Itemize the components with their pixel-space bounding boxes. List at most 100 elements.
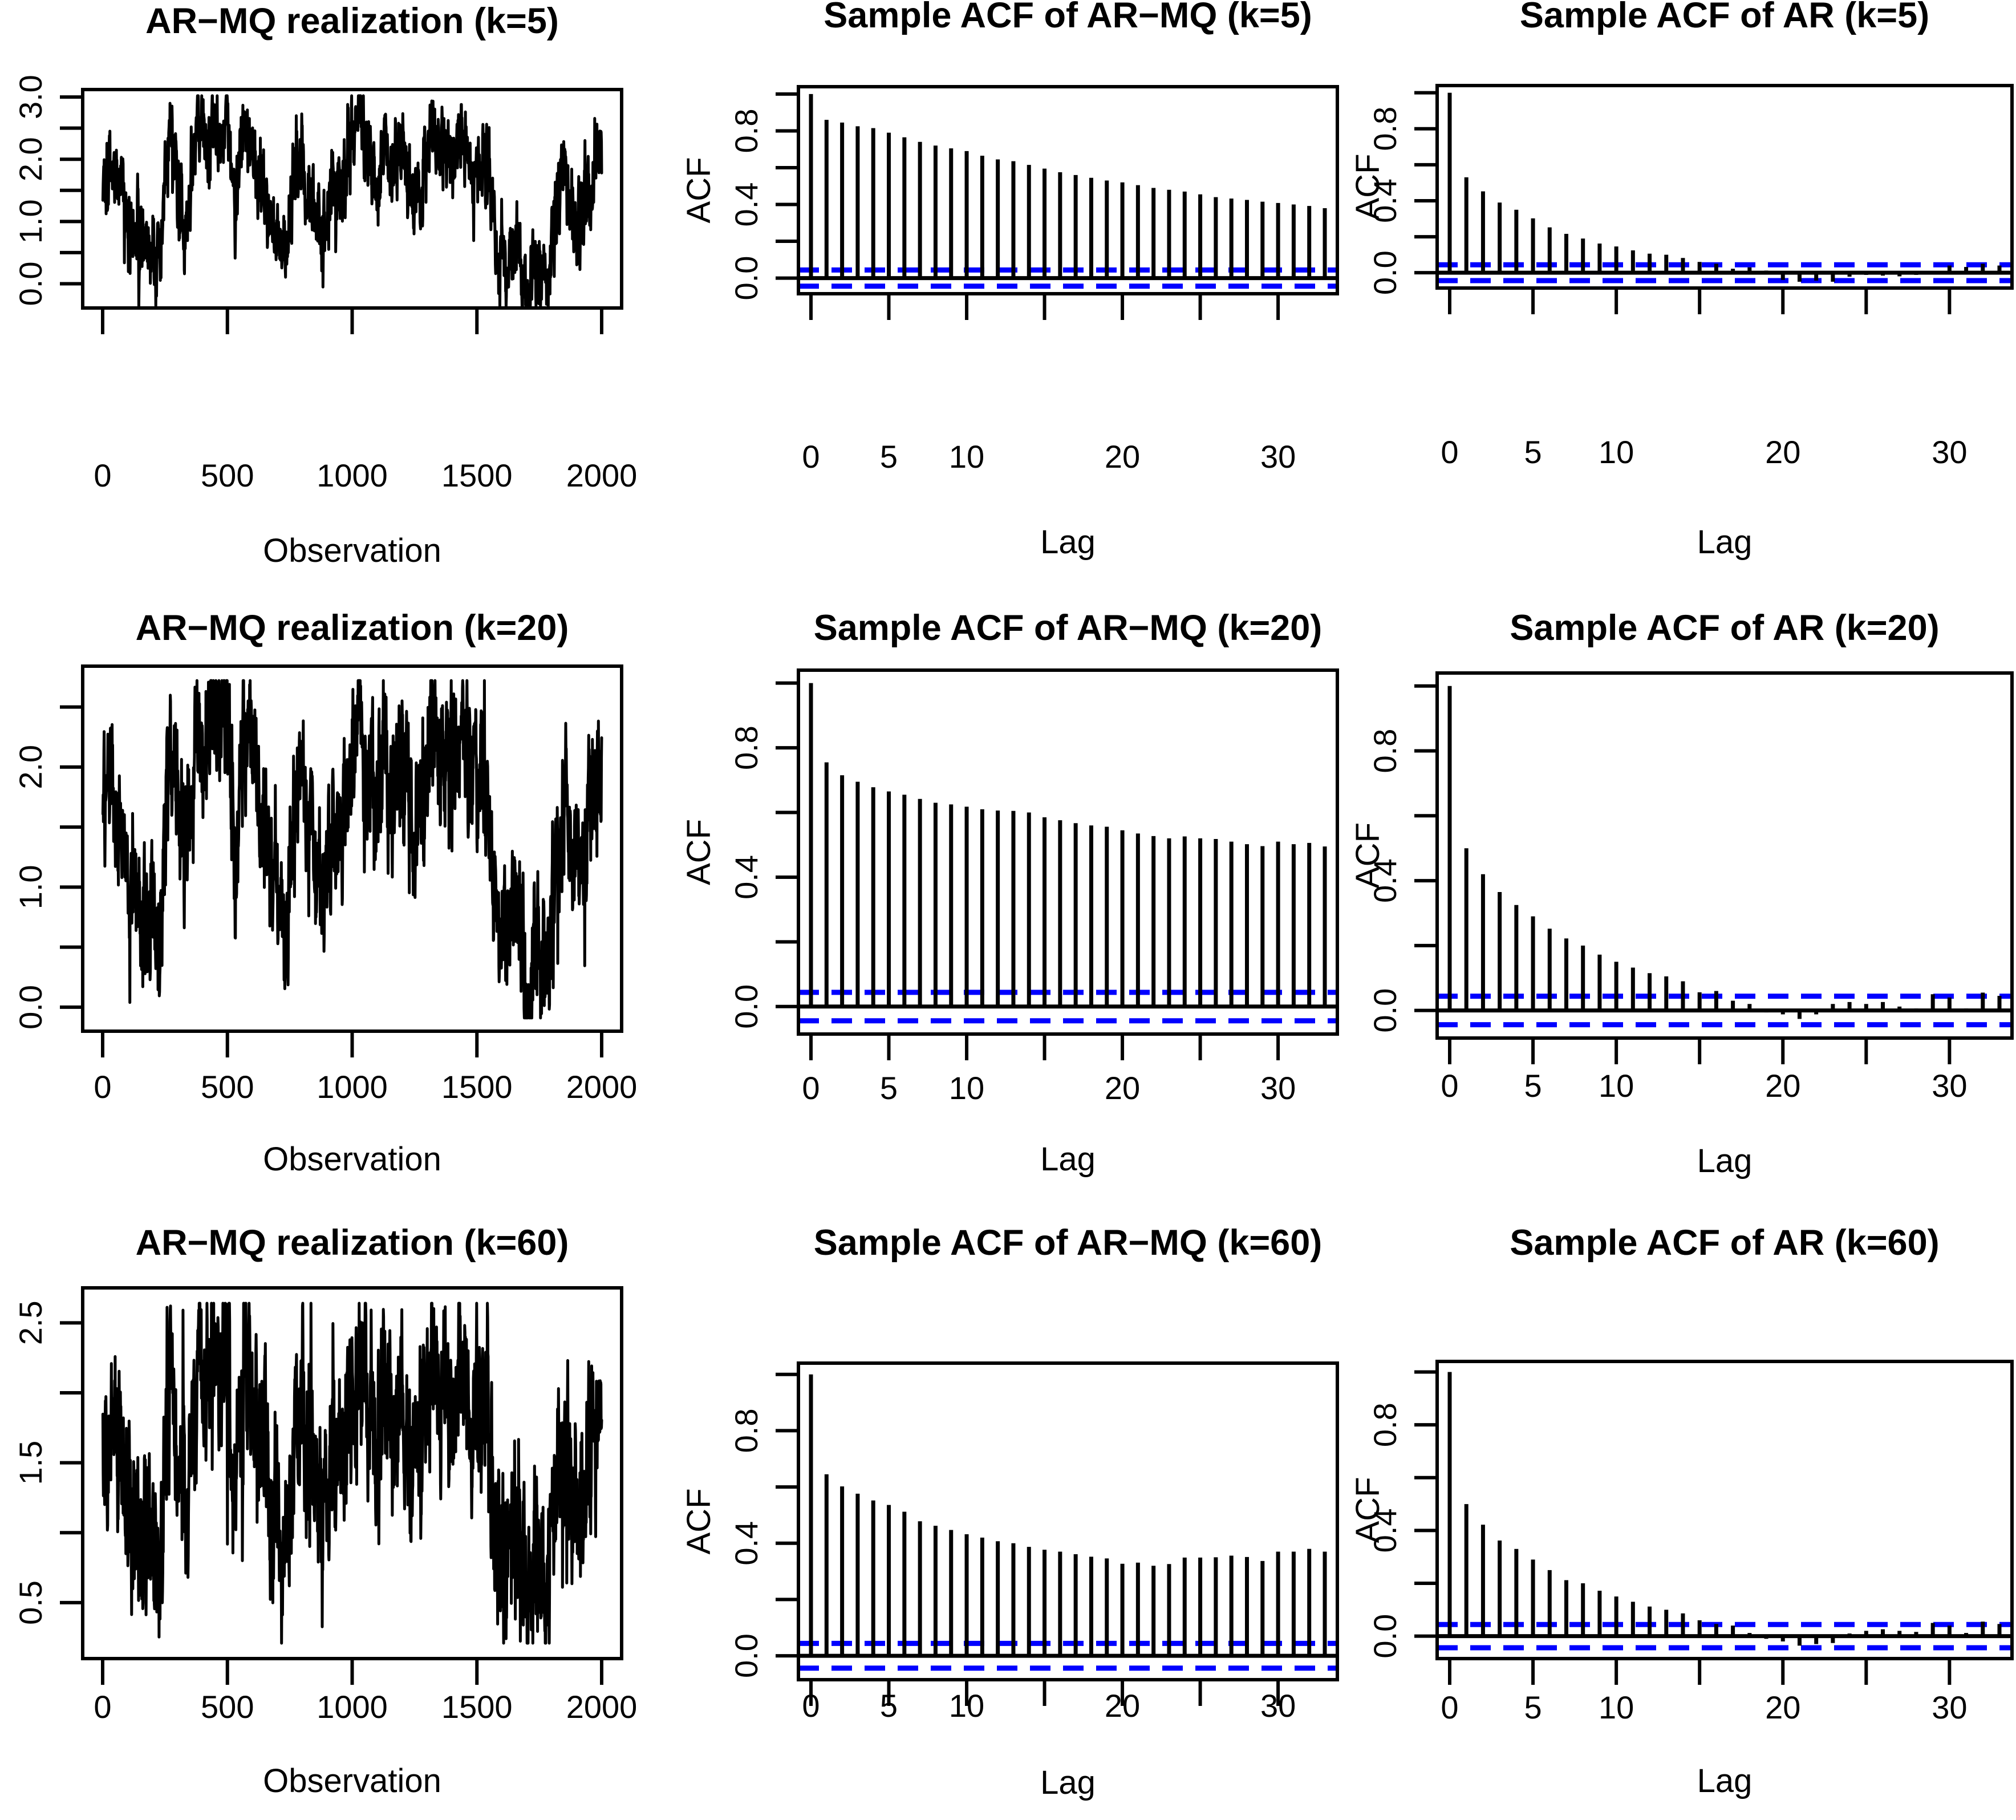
- x-axis-label: Lag: [1697, 1142, 1753, 1179]
- x-axis-label: Lag: [1040, 1764, 1096, 1801]
- x-tick-label: 0: [1441, 1068, 1458, 1104]
- panel-title: Sample ACF of AR (k=20): [1510, 608, 1939, 648]
- panel-title: AR−MQ realization (k=20): [136, 608, 569, 648]
- x-tick-label: 0: [94, 1069, 111, 1105]
- x-tick-label: 20: [1765, 1689, 1800, 1725]
- x-tick-label: 30: [1932, 1068, 1967, 1104]
- plot-box: [81, 88, 623, 310]
- x-tick-label: 0: [1441, 1689, 1458, 1725]
- x-tick-label: 20: [1105, 439, 1140, 475]
- x-tick-label: 500: [201, 1689, 254, 1725]
- y-tick-label: 0.4: [728, 855, 764, 899]
- plot-box: [797, 668, 1339, 1036]
- y-axis-label: ACF: [680, 157, 717, 224]
- plot-box: [81, 1286, 623, 1660]
- y-axis-label: ACF: [1349, 822, 1386, 889]
- x-tick-label: 30: [1932, 434, 1967, 470]
- y-tick-label: 0.0: [13, 985, 48, 1029]
- plot-box: [1435, 671, 2014, 1040]
- x-tick-label: 30: [1260, 1070, 1296, 1106]
- x-tick-label: 1500: [441, 1689, 513, 1725]
- y-tick-label: 0.8: [728, 725, 764, 770]
- x-axis-label: Observation: [263, 532, 441, 569]
- y-tick-label: 0.0: [1367, 988, 1403, 1033]
- x-tick-label: 30: [1260, 1688, 1296, 1724]
- x-tick-label: 0: [802, 1688, 820, 1724]
- panel-acf-armq-k60: Sample ACF of AR−MQ (k=60) 0 5 10 20 30 ACF 0.0…: [680, 1223, 1339, 1801]
- x-tick-label: 5: [880, 1070, 898, 1106]
- x-axis-label: Lag: [1697, 524, 1753, 561]
- y-tick-label: 0.4: [1367, 1508, 1403, 1553]
- panel-title: Sample ACF of AR (k=5): [1520, 0, 1929, 35]
- x-tick-label: 20: [1105, 1070, 1140, 1106]
- timeseries-line: [101, 679, 603, 1020]
- y-tick-label: 2.5: [13, 1300, 48, 1345]
- x-tick-label: 1500: [441, 457, 513, 493]
- panel-ts-armq-k20: AR−MQ realization (k=20) 0 500 1000 1500 2000…: [13, 608, 637, 1178]
- x-axis-label: Lag: [1040, 1141, 1096, 1178]
- x-axis-label: Observation: [263, 1762, 441, 1799]
- x-tick-label: 10: [1599, 1068, 1634, 1104]
- x-tick-label: 2000: [566, 457, 638, 493]
- x-tick-label: 1000: [317, 1689, 388, 1725]
- y-tick-label: 0.5: [13, 1580, 48, 1625]
- y-axis-label: ACF: [1349, 1477, 1386, 1543]
- x-tick-label: 0: [94, 1689, 111, 1725]
- x-tick-label: 1000: [317, 457, 388, 493]
- x-tick-label: 5: [880, 1688, 898, 1724]
- x-tick-label: 1500: [441, 1069, 513, 1105]
- timeseries-line: [101, 1302, 603, 1645]
- y-tick-label: 0.4: [1367, 179, 1403, 223]
- y-tick-label: 0.8: [1367, 1403, 1403, 1447]
- y-axis-label: ACF: [680, 1489, 717, 1555]
- panel-title: Sample ACF of AR−MQ (k=60): [814, 1223, 1323, 1263]
- panel-title: AR−MQ realization (k=5): [145, 1, 559, 41]
- x-axis-label: Lag: [1697, 1762, 1753, 1799]
- panel-title: Sample ACF of AR−MQ (k=5): [824, 0, 1312, 35]
- x-tick-label: 5: [1524, 1689, 1542, 1725]
- x-tick-label: 0: [94, 457, 111, 493]
- y-tick-label: 0.4: [728, 1521, 764, 1566]
- x-tick-label: 0: [802, 1070, 820, 1106]
- x-tick-label: 10: [1599, 1689, 1634, 1725]
- y-tick-label: 1.5: [13, 1441, 48, 1485]
- x-tick-label: 5: [1524, 1068, 1542, 1104]
- y-tick-label: 1.0: [13, 865, 48, 909]
- y-tick-label: 1.0: [13, 199, 48, 244]
- y-tick-label: 2.0: [13, 137, 48, 181]
- y-tick-label: 0.8: [1367, 729, 1403, 773]
- x-tick-label: 0: [1441, 434, 1458, 470]
- x-tick-label: 30: [1260, 439, 1296, 475]
- y-axis-label: ACF: [680, 819, 717, 885]
- y-tick-label: 0.0: [728, 256, 764, 301]
- y-tick-label: 0.0: [1367, 250, 1403, 295]
- x-tick-label: 0: [802, 439, 820, 475]
- x-tick-label: 10: [949, 439, 984, 475]
- plot-box: [1435, 84, 2014, 290]
- x-tick-label: 10: [949, 1070, 984, 1106]
- x-axis-label: Observation: [263, 1141, 441, 1178]
- timeseries-line: [101, 94, 603, 308]
- y-tick-label: 0.0: [728, 1633, 764, 1678]
- y-tick-label: 0.4: [1367, 858, 1403, 903]
- x-tick-label: 20: [1105, 1688, 1140, 1724]
- x-tick-label: 30: [1932, 1689, 1967, 1725]
- panel-title: Sample ACF of AR (k=60): [1510, 1223, 1939, 1263]
- x-tick-label: 2000: [566, 1689, 638, 1725]
- panel-ts-armq-k60: AR−MQ realization (k=60) 0 500 1000 1500 2000…: [13, 1223, 637, 1799]
- y-tick-label: 0.8: [1367, 107, 1403, 151]
- plot-box: [797, 1361, 1339, 1681]
- plot-box: [81, 664, 623, 1033]
- y-tick-label: 0.4: [728, 183, 764, 227]
- y-tick-label: 0.8: [728, 1408, 764, 1453]
- plot-box: [797, 85, 1339, 295]
- y-tick-label: 3.0: [13, 75, 48, 119]
- y-tick-label: 0.0: [1367, 1614, 1403, 1659]
- x-tick-label: 10: [1599, 434, 1634, 470]
- x-axis-label: Lag: [1040, 524, 1096, 561]
- panel-acf-ar-k60: Sample ACF of AR (k=60) 0 5 10 20 30 ACF 0.0 0.4…: [1349, 1223, 2014, 1799]
- x-tick-label: 2000: [566, 1069, 638, 1105]
- panel-acf-armq-k20: Sample ACF of AR−MQ (k=20) 0 5 10 20 30 ACF 0.0…: [680, 608, 1339, 1178]
